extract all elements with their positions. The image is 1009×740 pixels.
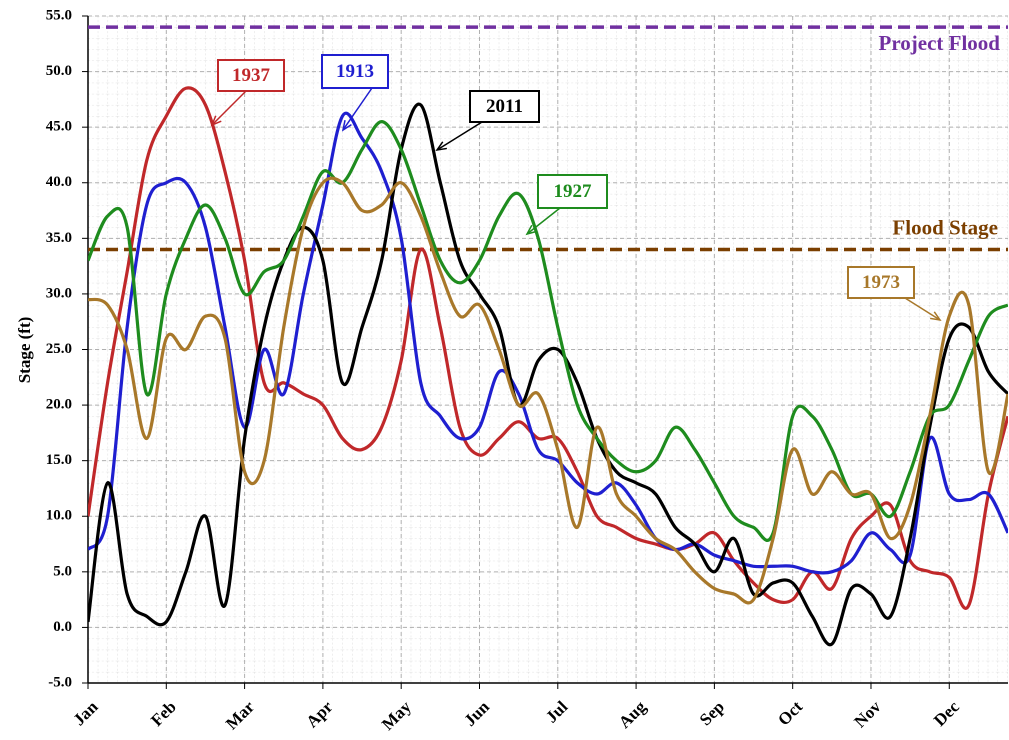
series-label: 2011 [486,96,523,117]
x-tick-label: Jan [69,697,102,730]
series-line [88,111,1008,575]
series-line [88,86,1008,610]
label-box [847,266,915,299]
x-tick-label: May [378,697,415,734]
series-label: 1913 [336,61,374,82]
label-arrow [436,121,483,151]
y-tick-label: 45.0 [46,119,72,135]
series-line [88,176,1008,605]
arrow-head [435,141,447,152]
reference-label: Flood Stage [892,215,998,239]
label-arrow [904,297,941,321]
label-box [537,174,608,209]
y-tick-label: 20.0 [46,397,72,413]
x-tick-label: Apr [302,697,336,731]
label-box [469,90,540,123]
arrow-head [341,120,352,132]
y-tick-label: 30.0 [46,285,72,301]
y-tick-label: 5.0 [53,563,72,579]
x-tick-label: Dec [930,697,963,730]
y-tick-label: 40.0 [46,174,72,190]
reference-label: Project Flood [879,31,1001,55]
arrow-head [930,311,942,322]
arrow-head [210,115,222,127]
y-tick-label: 55.0 [46,7,72,23]
x-tick-label: Aug [615,697,650,732]
arrow-head [525,224,537,236]
label-arrow [526,207,561,235]
series-label: 1927 [554,181,593,202]
series-label: 1937 [232,65,271,86]
y-tick-label: 35.0 [46,230,72,246]
y-tick-label: 50.0 [46,63,72,79]
label-box [321,54,389,89]
series-label: 1973 [862,272,900,293]
y-tick-label: 15.0 [46,452,72,468]
y-tick-label: -5.0 [48,674,72,690]
y-tick-label: 25.0 [46,341,72,357]
x-tick-label: Feb [147,697,180,730]
x-tick-label: Nov [850,697,884,731]
x-tick-label: Sep [696,697,728,729]
label-arrow [211,90,247,126]
y-axis-label: Stage (ft) [15,317,34,384]
x-tick-label: Oct [774,697,806,729]
x-tick-label: Jun [460,697,493,730]
label-box [217,59,285,92]
label-arrow [342,87,373,131]
y-tick-label: 10.0 [46,508,72,524]
x-tick-label: Jul [542,697,572,727]
x-tick-label: Mar [222,697,258,733]
y-tick-label: 0.0 [53,619,72,635]
